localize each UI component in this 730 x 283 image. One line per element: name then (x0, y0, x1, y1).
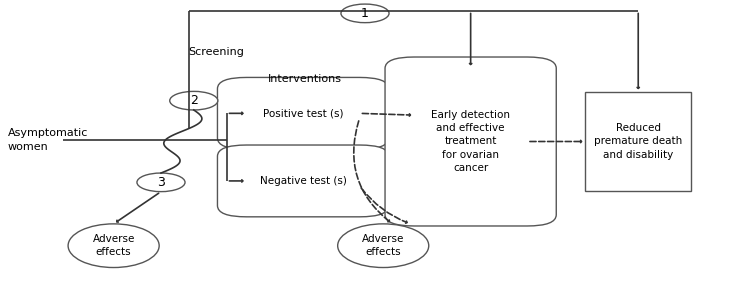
Text: Positive test (s): Positive test (s) (263, 108, 343, 118)
FancyBboxPatch shape (585, 92, 691, 191)
Circle shape (170, 91, 218, 110)
Text: Asymptomatic
women: Asymptomatic women (8, 128, 88, 152)
Text: Screening: Screening (188, 47, 245, 57)
Text: 1: 1 (361, 7, 369, 20)
Text: 2: 2 (190, 94, 198, 107)
FancyBboxPatch shape (218, 145, 388, 217)
Text: Early detection
and effective
treatment
for ovarian
cancer: Early detection and effective treatment … (431, 110, 510, 173)
Text: Adverse
effects: Adverse effects (93, 234, 135, 257)
Text: 3: 3 (157, 176, 165, 189)
Ellipse shape (338, 224, 429, 267)
Text: Reduced
premature death
and disability: Reduced premature death and disability (594, 123, 683, 160)
Ellipse shape (68, 224, 159, 267)
Text: Adverse
effects: Adverse effects (362, 234, 404, 257)
Text: Negative test (s): Negative test (s) (260, 176, 347, 186)
Circle shape (137, 173, 185, 192)
Text: Interventions: Interventions (268, 74, 342, 84)
FancyBboxPatch shape (218, 78, 388, 149)
FancyBboxPatch shape (385, 57, 556, 226)
Circle shape (341, 4, 389, 23)
